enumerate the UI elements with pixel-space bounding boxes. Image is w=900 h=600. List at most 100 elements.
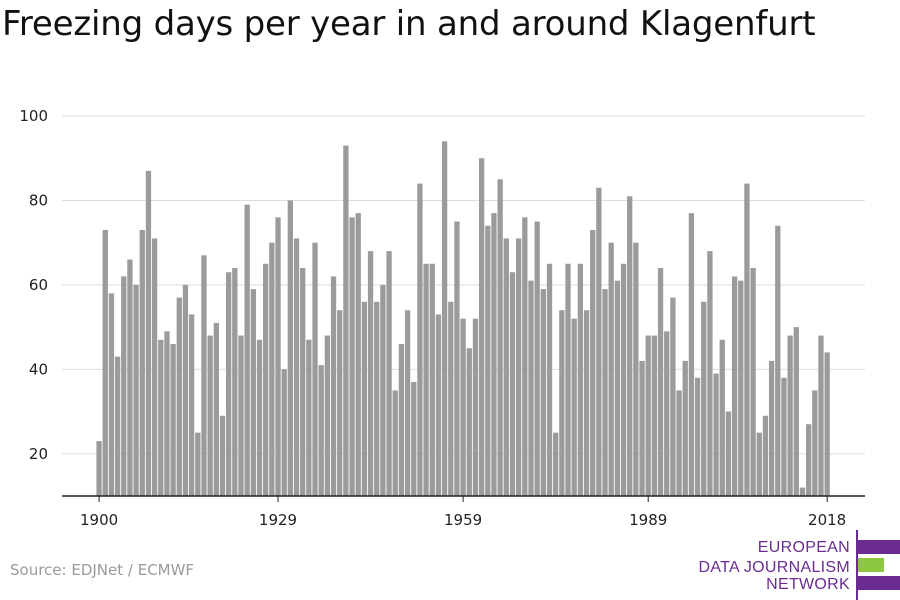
bar-1944	[367, 251, 374, 496]
bar-1990	[651, 335, 658, 496]
bar-1993	[670, 297, 676, 496]
bar-1979	[583, 310, 590, 496]
bar-1918	[207, 335, 213, 496]
bar-2000	[713, 373, 719, 496]
bar-1947	[386, 251, 392, 496]
chart-title: Freezing days per year in and around Kla…	[2, 4, 816, 44]
bar-1973	[546, 263, 553, 496]
bar-1915	[188, 314, 195, 496]
bar-1964	[491, 213, 497, 497]
bar-1930	[281, 369, 287, 496]
bar-1978	[577, 263, 583, 496]
bars	[96, 141, 830, 497]
bar-1946	[380, 284, 386, 496]
bar-1975	[559, 310, 565, 496]
bar-1962	[478, 158, 485, 496]
bar-2002	[725, 411, 732, 496]
bar-1932	[293, 238, 300, 496]
bar-1969	[522, 217, 528, 496]
bar-1997	[694, 377, 701, 496]
x-tick-label-1959: 1959	[444, 511, 482, 529]
bar-1924	[244, 204, 250, 497]
bar-1904	[121, 276, 127, 496]
bar-1928	[269, 242, 275, 496]
bar-1935	[312, 242, 318, 496]
bar-2008	[762, 415, 769, 496]
bar-1959	[460, 318, 466, 496]
bar-1910	[158, 339, 164, 496]
bar-1922	[232, 268, 238, 496]
x-tick-label-1989: 1989	[629, 511, 667, 529]
bar-1949	[398, 344, 405, 496]
bar-1956	[441, 141, 448, 496]
y-axis-labels: 20 40 60 80 100	[19, 107, 48, 463]
bar-1936	[318, 365, 324, 496]
x-tick-label-1929: 1929	[259, 511, 297, 529]
bar-1919	[213, 322, 219, 496]
bar-2016	[812, 390, 818, 496]
logo-line-3: NETWORK	[766, 576, 850, 593]
bar-1976	[565, 263, 571, 496]
bar-1931	[287, 200, 293, 496]
bar-1939	[337, 310, 343, 496]
bar-2011	[781, 377, 787, 496]
bar-1984	[614, 280, 621, 496]
bar-1961	[472, 318, 479, 496]
bar-1995	[682, 360, 688, 496]
bar-1920	[219, 415, 226, 496]
bar-1913	[176, 297, 182, 496]
bar-1982	[602, 289, 608, 496]
bar-1906	[133, 284, 139, 496]
bar-1902	[108, 293, 115, 496]
bar-1966	[503, 238, 509, 496]
bar-2010	[775, 225, 781, 496]
bar-1996	[688, 213, 695, 497]
y-tick-label-40: 40	[29, 360, 48, 378]
x-tick-label-2018: 2018	[808, 511, 846, 529]
bar-1927	[263, 263, 269, 496]
bar-2006	[750, 268, 756, 496]
bar-1907	[139, 230, 145, 496]
bar-1901	[102, 230, 108, 496]
bar-1926	[256, 339, 263, 496]
bar-1914	[182, 284, 189, 496]
bar-1921	[226, 272, 232, 496]
bar-1942	[355, 213, 361, 497]
bar-1981	[596, 187, 602, 496]
bar-2014	[799, 487, 806, 496]
bar-2001	[719, 339, 725, 496]
x-axis-ticks: 1900 1929 1959 1989 2018	[80, 496, 846, 529]
bar-1917	[201, 255, 207, 496]
bar-1952	[417, 183, 423, 496]
edjnet-logo: EUROPEAN DATA JOURNALISM NETWORK	[690, 530, 900, 600]
bar-1909	[151, 238, 158, 496]
bar-2015	[805, 424, 812, 496]
y-tick-label-80: 80	[29, 191, 48, 209]
bar-1955	[435, 314, 442, 496]
bar-1989	[645, 335, 651, 496]
bar-1977	[571, 318, 577, 496]
bar-1965	[497, 179, 503, 496]
bar-1953	[423, 263, 429, 496]
bar-1968	[516, 238, 522, 496]
bar-2004	[738, 280, 744, 496]
bar-1987	[633, 242, 639, 496]
bar-1970	[528, 280, 534, 496]
bar-2003	[731, 276, 738, 496]
bar-1985	[620, 263, 627, 496]
bar-1991	[657, 268, 664, 496]
logo-divider	[856, 530, 858, 600]
bar-1967	[509, 272, 516, 496]
logo-bar-purple-top	[858, 540, 900, 554]
y-tick-label-60: 60	[29, 276, 48, 294]
bar-1925	[250, 289, 256, 496]
bar-1923	[238, 335, 244, 496]
bar-1940	[343, 145, 349, 496]
bar-1903	[114, 356, 121, 496]
bar-1916	[195, 432, 201, 496]
bar-1951	[411, 382, 417, 496]
y-tick-label-100: 100	[19, 107, 48, 125]
bar-1934	[306, 339, 312, 496]
source-note: Source: EDJNet / ECMWF	[10, 561, 195, 579]
